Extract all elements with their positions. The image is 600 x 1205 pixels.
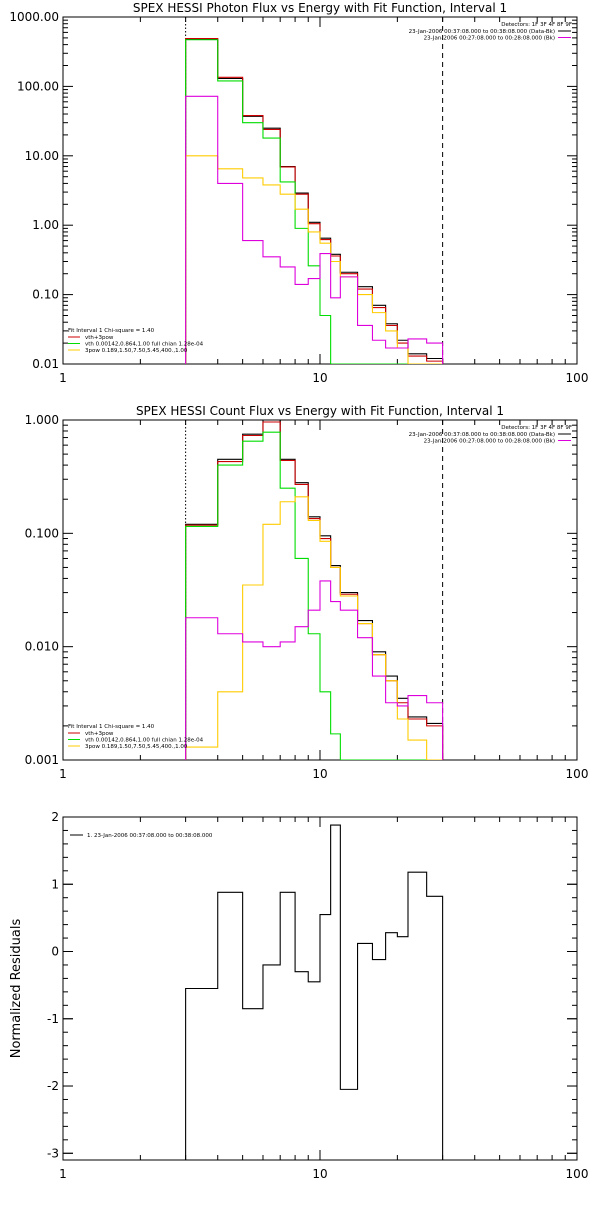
chart-panel-2: 1 10 100 0.001 0.010 0.100 1.000 SPEX HESSI Cou…	[25, 404, 589, 781]
series-data-bk-line	[185, 38, 444, 364]
y-tick-label: -3	[47, 1146, 59, 1160]
x-tick-label: 100	[566, 1167, 589, 1181]
x-tick-label: 10	[312, 371, 327, 385]
series-vth-line	[185, 39, 443, 364]
series-bk-line	[185, 580, 444, 760]
y-tick-label: 0.100	[25, 526, 59, 540]
series-residual-line	[185, 824, 444, 1160]
x-tick-label: 1	[59, 767, 67, 781]
y-axis-title: Normalized Residuals	[9, 919, 24, 1059]
fit-chisq-label: Fit Interval 1 Chi-square = 1.40	[68, 328, 155, 334]
y-tick-label: 0	[51, 945, 59, 959]
series-3pow-line	[185, 496, 443, 760]
y-tick-label: -1	[47, 1012, 59, 1026]
x-tick-label: 100	[566, 767, 589, 781]
legend-top-entry: 23-Jan-2006 00:27:08.000 to 00:28:08.000…	[424, 439, 555, 445]
x-tick-label: 10	[312, 1167, 327, 1181]
y-tick-label: 100.00	[17, 79, 59, 93]
detectors-label: Detectors: 1F 3F 4F 8F 9F	[501, 22, 572, 28]
legend-entry: 1. 23-Jan-2006 00:37:08.000 to 00:38:08.…	[87, 833, 213, 839]
x-tick-label: 1	[59, 371, 67, 385]
x-tick-label: 10	[312, 767, 327, 781]
plot-frame	[62, 816, 578, 1161]
y-tick-label: 0.01	[32, 357, 59, 371]
legend-bottom-entry: vth+3pow	[85, 335, 114, 341]
series-bk-line	[185, 95, 444, 364]
chart-title: SPEX HESSI Count Flux vs Energy with Fit…	[136, 404, 504, 418]
legend-bottom-entry: 3pow 0.189,1.50,7.50,5.45,400.,1.00	[85, 348, 188, 354]
y-tick-label: 0.001	[25, 753, 59, 767]
y-tick-label: 1.000	[25, 413, 59, 427]
chart-panel-1: 1 10 100 0.01 0.10 1.00 10.00 100.00 1000.00 SPEX…	[9, 1, 588, 385]
x-tick-label: 1	[59, 1167, 67, 1181]
y-tick-label: 1000.00	[9, 10, 59, 24]
series-vth-3pow-line	[185, 421, 444, 760]
y-tick-label: 2	[51, 810, 59, 824]
series-vth-line	[185, 431, 443, 760]
chart-title: SPEX HESSI Photon Flux vs Energy with Fi…	[133, 1, 507, 15]
chart-panel-3: 1 10 100 -3 -2 -1 0 1 2 Normalized Residuals 1. 23…	[9, 810, 588, 1181]
legend-bottom-entry: 3pow 0.189,1.50,7.50,5.45,400.,1.00	[85, 744, 188, 750]
y-tick-label: 0.10	[32, 288, 59, 302]
legend-bottom-entry: vth 0.00142,0.864,1.00 full chian 1.28e-…	[85, 342, 204, 348]
legend-bottom-entry: vth+3pow	[85, 731, 114, 737]
detectors-label: Detectors: 1F 3F 4F 8F 9F	[501, 425, 572, 431]
fit-chisq-label: Fit Interval 1 Chi-square = 1.40	[68, 724, 155, 730]
legend-bottom-entry: vth 0.00142,0.864,1.00 full chian 1.28e-…	[85, 738, 204, 744]
series-3pow-line	[185, 155, 443, 364]
y-tick-label: 1.00	[32, 218, 59, 232]
y-tick-label: 1	[51, 877, 59, 891]
y-tick-label: 10.00	[25, 149, 59, 163]
legend-top-entry: 23-Jan-2006 00:37:08.000 to 00:38:08.000…	[409, 432, 555, 438]
series-data-bk-line	[185, 420, 444, 760]
y-tick-label: 0.010	[25, 640, 59, 654]
legend-top-entry: 23-Jan-2006 00:37:08.000 to 00:38:08.000…	[409, 29, 555, 35]
x-tick-label: 100	[566, 371, 589, 385]
legend-top-entry: 23-Jan-2006 00:27:08.000 to 00:28:08.000…	[424, 36, 555, 42]
y-tick-label: -2	[47, 1079, 59, 1093]
series-vth-3pow-line	[185, 37, 444, 364]
